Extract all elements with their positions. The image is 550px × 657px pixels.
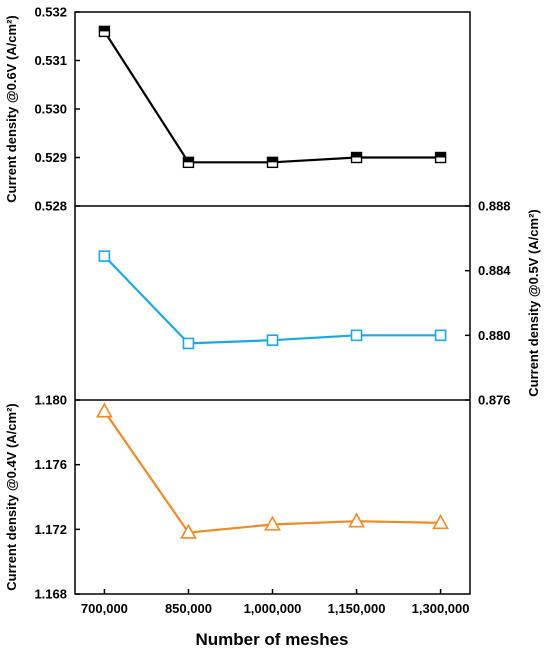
y-tick-label: 0.876: [478, 393, 511, 408]
data-point: [182, 156, 195, 169]
data-point: [432, 514, 449, 530]
data-point: [180, 523, 197, 539]
data-point: [266, 334, 279, 346]
panel-2: 0.876 0.880 0.884 0.888 Current density @0.5…: [98, 199, 541, 408]
y-tick-label: 0.888: [478, 199, 511, 214]
series-line: [103, 255, 441, 345]
y-tick-label: 0.880: [478, 328, 511, 343]
data-point: [434, 151, 447, 164]
y-tick-label: 0.531: [34, 53, 67, 68]
data-point: [434, 329, 447, 342]
data-point: [96, 402, 113, 418]
data-point: [264, 515, 281, 531]
series-line: [103, 410, 441, 534]
plot-frame: [74, 11, 471, 595]
x-tick-label: 700,000: [81, 601, 128, 616]
x-tick-label: 1,300,000: [412, 601, 470, 616]
y-axis-title: Current density @0.4V (A/cm²): [4, 403, 19, 591]
y-tick-label: 1.168: [34, 587, 67, 602]
data-point: [350, 329, 363, 342]
y-tick-label: 0.530: [34, 102, 67, 117]
y-tick-label: 1.176: [34, 457, 67, 472]
y-tick-label: 0.529: [34, 150, 67, 165]
y-tick-label: 0.532: [34, 5, 67, 20]
x-axis-title: Number of meshes: [195, 630, 348, 649]
series-line: [103, 30, 441, 164]
y-tick-label: 1.180: [34, 393, 67, 408]
data-point: [266, 156, 279, 169]
data-point: [98, 250, 111, 262]
y-axis-title: Current density @0.5V (A/cm²): [526, 209, 541, 397]
x-axis: 700,000 850,000 1,000,000 1,150,000 1,300,00…: [81, 589, 470, 616]
y-tick-label: 1.172: [34, 522, 67, 537]
panel-1: 0.528 0.529 0.530 0.531 0.532 Current density…: [4, 5, 447, 214]
data-point: [182, 337, 195, 350]
chart-panels: 0.528 0.529 0.530 0.531 0.532 Current density…: [4, 5, 541, 602]
plot-border: [74, 11, 471, 595]
panel-3: 1.168 1.172 1.176 1.180 Current density @0.4…: [4, 393, 449, 602]
data-point: [98, 25, 111, 38]
x-tick-label: 1,150,000: [328, 601, 386, 616]
y-axis-title: Current density @0.6V (A/cm²): [4, 15, 19, 203]
data-point: [350, 151, 363, 164]
data-point: [348, 512, 365, 528]
y-tick-label: 0.528: [34, 199, 67, 214]
x-tick-label: 1,000,000: [244, 601, 302, 616]
y-tick-label: 0.884: [478, 263, 511, 278]
x-tick-label: 850,000: [165, 601, 212, 616]
